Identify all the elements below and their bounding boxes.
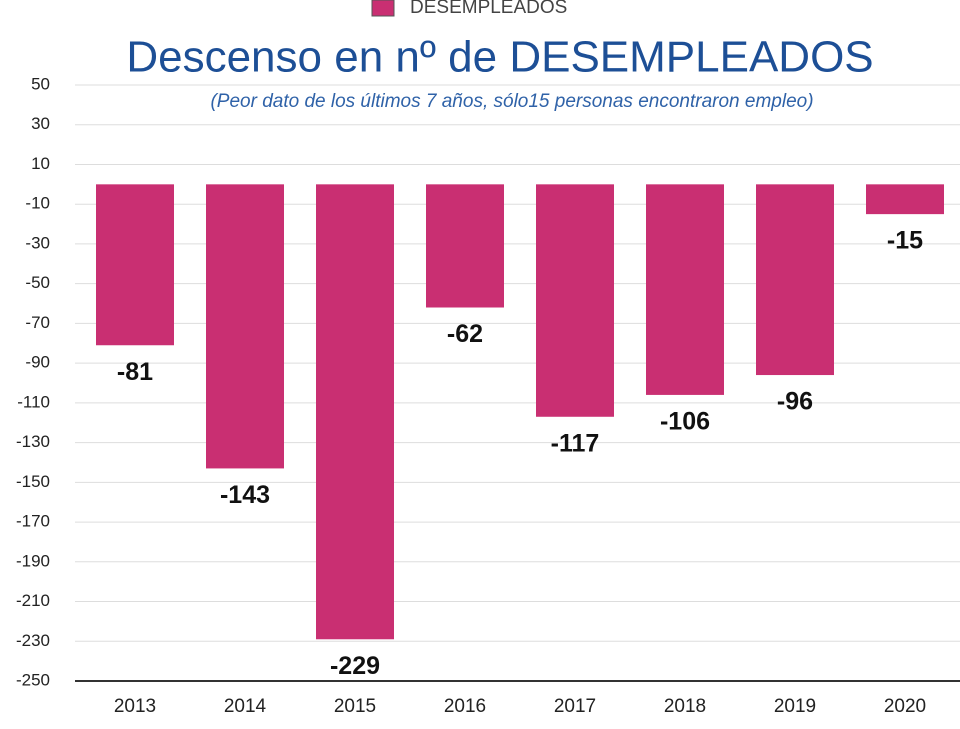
x-tick-label: 2017 — [554, 696, 596, 717]
x-tick-label: 2014 — [224, 696, 267, 717]
y-tick-label: -10 — [25, 194, 50, 213]
y-tick-label: -230 — [16, 631, 50, 650]
value-label: -143 — [220, 481, 270, 509]
y-tick-label: 10 — [31, 154, 50, 173]
legend-label: DESEMPLEADOS — [410, 0, 567, 18]
value-label: -15 — [887, 227, 923, 255]
y-tick-label: -50 — [25, 273, 50, 292]
bar — [756, 184, 834, 376]
chart-title: Descenso en nº de DESEMPLEADOS — [126, 33, 873, 82]
bar — [206, 184, 284, 469]
value-label: -81 — [117, 358, 153, 386]
value-label: -106 — [660, 408, 710, 436]
bar — [646, 184, 724, 395]
chart-subtitle: (Peor dato de los últimos 7 años, sólo15… — [210, 91, 813, 112]
x-tick-label: 2016 — [444, 696, 486, 717]
y-tick-label: 30 — [31, 114, 50, 133]
y-tick-label: -90 — [25, 353, 50, 372]
y-tick-label: -110 — [17, 392, 50, 411]
x-tick-label: 2019 — [774, 696, 816, 717]
value-label: -229 — [330, 652, 380, 680]
y-tick-label: -130 — [16, 432, 50, 451]
y-tick-label: -250 — [16, 670, 50, 689]
x-tick-label: 2015 — [334, 696, 376, 717]
y-tick-label: 50 — [31, 74, 50, 93]
y-tick-label: -30 — [25, 233, 50, 252]
y-tick-label: -70 — [25, 313, 50, 332]
bar — [426, 184, 504, 308]
value-label: -117 — [551, 429, 600, 457]
bar — [316, 184, 394, 640]
x-tick-label: 2018 — [664, 696, 706, 717]
bar — [96, 184, 174, 346]
value-label: -96 — [777, 388, 813, 416]
bar — [866, 184, 944, 215]
x-tick-label: 2020 — [884, 696, 926, 717]
y-tick-label: -150 — [16, 472, 50, 491]
y-tick-label: -170 — [16, 512, 50, 531]
x-tick-label: 2013 — [114, 696, 156, 717]
legend-swatch — [371, 0, 395, 17]
y-tick-label: -210 — [16, 591, 50, 610]
value-label: -62 — [447, 320, 483, 348]
y-tick-label: -190 — [16, 551, 50, 570]
bar — [536, 184, 614, 417]
